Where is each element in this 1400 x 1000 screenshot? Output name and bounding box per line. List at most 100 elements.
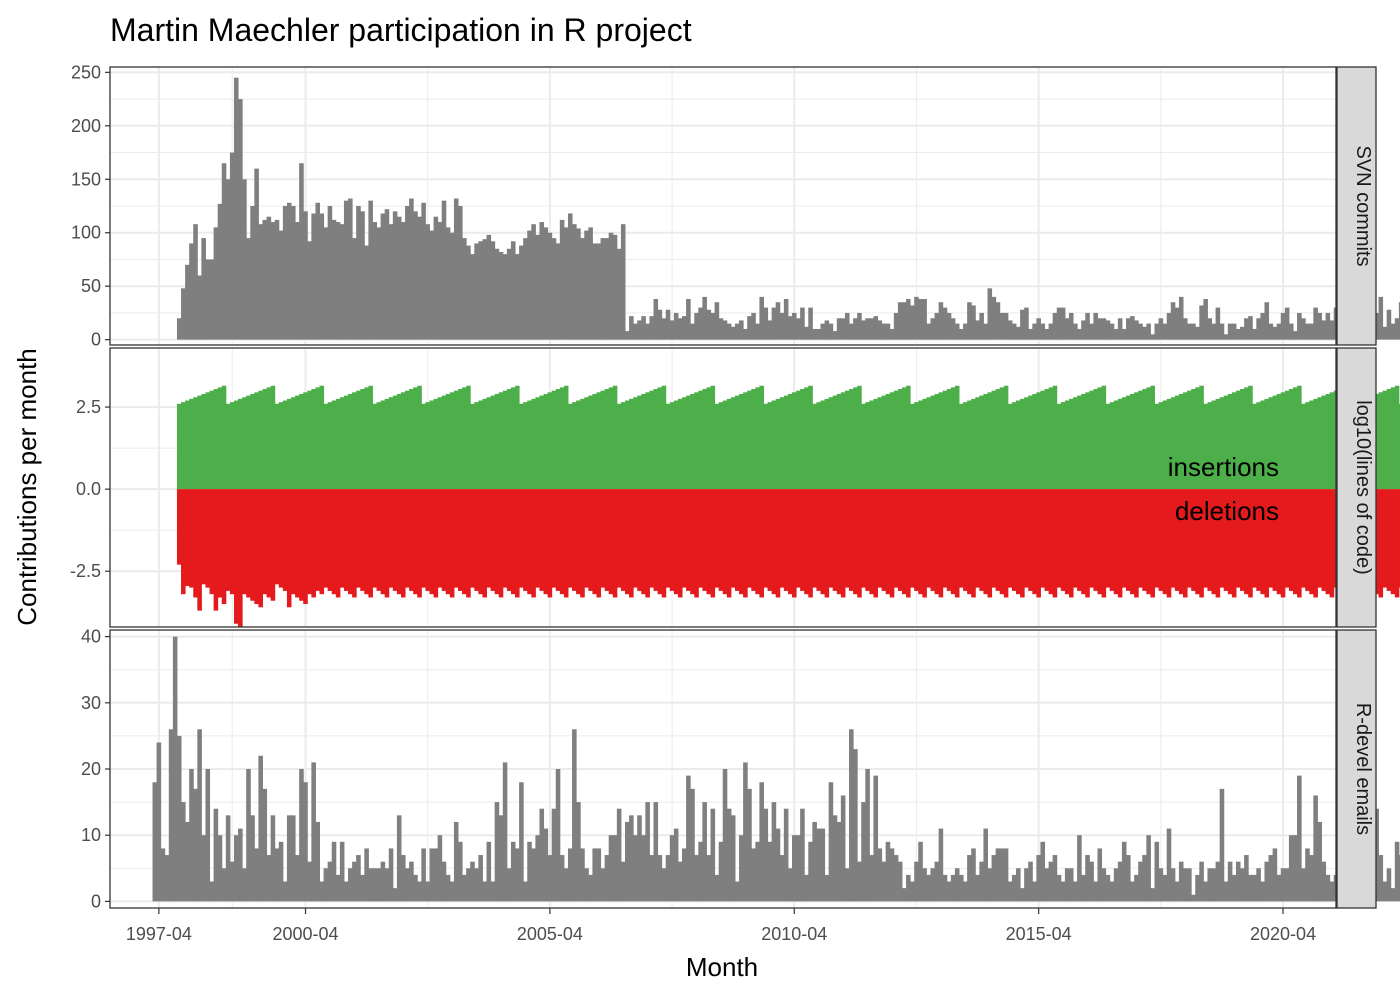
bar [954, 323, 960, 340]
insertions-bar [205, 392, 211, 490]
insertions-bar [775, 398, 781, 490]
deletions-bar [690, 489, 695, 595]
bar [645, 323, 650, 340]
deletions-bar [641, 489, 646, 595]
bar [1272, 848, 1278, 902]
bar [930, 868, 936, 902]
deletions-bar [470, 489, 475, 588]
bar [478, 855, 483, 902]
deletions-bar [844, 489, 850, 588]
insertions-bar [1085, 392, 1090, 490]
deletions-bar [1158, 489, 1164, 591]
insertions-bar [433, 398, 439, 490]
bar [767, 320, 773, 340]
insertions-bar [181, 402, 186, 490]
bar [1297, 312, 1302, 340]
deletions-bar [348, 489, 353, 595]
deletions-bar [934, 489, 940, 595]
bar [311, 762, 316, 902]
insertions-bar [616, 403, 622, 490]
bar [910, 305, 915, 340]
bar [877, 848, 883, 902]
deletions-bar [865, 489, 870, 591]
deletions-bar [1142, 489, 1147, 591]
insertions-bar [502, 390, 508, 490]
bar [844, 312, 850, 340]
deletions-bar [1125, 489, 1131, 591]
bar [1032, 881, 1037, 902]
deletions-bar [910, 489, 915, 588]
deletions-bar [1187, 489, 1192, 588]
insertions-bar [360, 389, 365, 490]
bar [787, 868, 793, 902]
insertions-bar [1374, 393, 1380, 490]
deletions-bar [319, 489, 325, 595]
bar [1268, 855, 1274, 902]
deletions-bar [677, 489, 683, 598]
insertions-bar [694, 392, 699, 490]
insertions-bar [1394, 385, 1400, 490]
bar [1264, 861, 1270, 902]
insertions-bar [1077, 395, 1082, 490]
bar [396, 815, 402, 902]
bar [588, 227, 593, 340]
bar [400, 855, 406, 902]
bar [934, 312, 940, 340]
deletions-bar [1170, 489, 1176, 588]
bar [413, 211, 418, 340]
bar [987, 868, 993, 902]
deletions-bar [967, 489, 972, 595]
insertions-bar [1187, 390, 1192, 490]
deletions-bar [592, 489, 597, 595]
insertions-bar [453, 390, 459, 490]
deletions-bar [445, 489, 451, 595]
insertions-bar [620, 402, 626, 490]
insertions-bar [926, 397, 931, 490]
bar [775, 828, 781, 902]
bar [185, 264, 190, 340]
bar [1321, 320, 1327, 340]
insertions-bar [747, 390, 752, 490]
deletions-bar [1260, 489, 1265, 595]
bar [274, 219, 280, 340]
bar [490, 241, 496, 340]
bar [1183, 868, 1188, 902]
bar [873, 775, 879, 902]
bar [706, 855, 712, 902]
bar [246, 769, 251, 902]
deletions-bar [303, 489, 308, 605]
bar [384, 868, 390, 902]
deletions-bar [221, 489, 227, 605]
deletions-bar [706, 489, 712, 595]
insertions-bar [1223, 395, 1229, 490]
bar [319, 213, 325, 340]
deletions-bar [1150, 489, 1155, 598]
x-tick-label: 2020-04 [1250, 924, 1316, 944]
bar [975, 874, 980, 902]
x-tick-label: 2000-04 [272, 924, 338, 944]
bar [714, 874, 720, 902]
panel-svn-commits: 0 50 100 150 200 250 SVN commits [71, 62, 1400, 350]
deletions-bar [295, 489, 300, 598]
insertions-bar [1260, 400, 1265, 490]
deletions-bar [873, 489, 879, 598]
bar [608, 835, 614, 902]
insertions-bar [445, 393, 451, 490]
insertions-bar [1191, 389, 1196, 490]
bar [425, 881, 430, 902]
insertions-bar [942, 390, 948, 490]
bar [221, 163, 227, 340]
bar [1093, 881, 1098, 902]
bar [1166, 828, 1172, 902]
bar [1203, 881, 1208, 902]
bar [739, 835, 744, 902]
deletions-bar [702, 489, 707, 591]
bar [1386, 868, 1392, 902]
deletions-bar [229, 489, 235, 595]
deletions-bar [510, 489, 516, 595]
bar [592, 848, 597, 902]
bar [979, 312, 984, 340]
deletions-bar [409, 489, 414, 591]
bar [783, 299, 789, 340]
bar [616, 808, 622, 902]
